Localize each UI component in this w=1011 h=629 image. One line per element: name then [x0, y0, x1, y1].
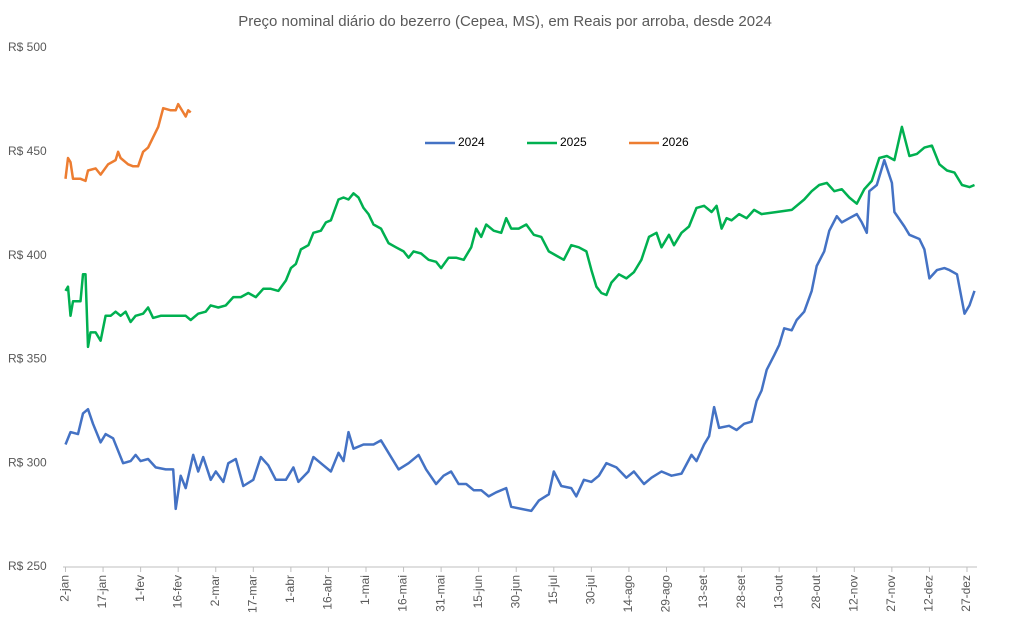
x-tick-label: 27-dez [959, 575, 973, 612]
x-tick-label: 14-ago [621, 575, 635, 613]
x-tick-label: 12-dez [922, 575, 936, 612]
legend-label: 2026 [662, 135, 689, 149]
x-tick-label: 16-mai [396, 575, 410, 612]
y-tick-label: R$ 400 [8, 248, 47, 262]
x-tick-label: 30-jul [584, 575, 598, 604]
x-tick-label: 15-jun [471, 575, 485, 608]
x-tick-label: 28-set [734, 574, 748, 608]
chart-title: Preço nominal diário do bezerro (Cepea, … [238, 13, 772, 30]
x-tick-label: 13-set [696, 574, 710, 608]
x-tick-label: 13-out [771, 574, 785, 609]
y-tick-label: R$ 300 [8, 455, 47, 469]
line-series [64, 158, 976, 513]
x-tick-label: 2-jan [58, 575, 72, 602]
y-tick-label: R$ 450 [8, 144, 47, 158]
x-tick-label: 16-abr [321, 575, 335, 610]
x-tick-label: 12-nov [846, 575, 860, 612]
x-tick-label: 17-mar [245, 575, 259, 613]
x-tick-label: 17-jan [95, 575, 109, 608]
line-series [64, 102, 192, 183]
legend-label: 2024 [458, 135, 485, 149]
x-tick-label: 1-abr [283, 575, 297, 603]
y-tick-label: R$ 250 [8, 559, 47, 573]
x-tick-label: 30-jun [508, 575, 522, 608]
x-tick-label: 1-mai [358, 575, 372, 605]
legend-label: 2025 [560, 135, 587, 149]
y-tick-label: R$ 500 [8, 40, 47, 54]
y-tick-label: R$ 350 [8, 352, 47, 366]
x-tick-label: 27-nov [884, 575, 898, 612]
x-tick-label: 16-fev [170, 575, 184, 608]
x-tick-label: 1-fev [133, 575, 147, 602]
x-tick-label: 15-jul [546, 575, 560, 604]
x-tick-label: 2-mar [208, 575, 222, 606]
x-tick-label: 28-out [809, 574, 823, 609]
line-series [64, 125, 975, 349]
x-tick-label: 29-ago [659, 575, 673, 613]
x-tick-label: 31-mai [433, 575, 447, 612]
